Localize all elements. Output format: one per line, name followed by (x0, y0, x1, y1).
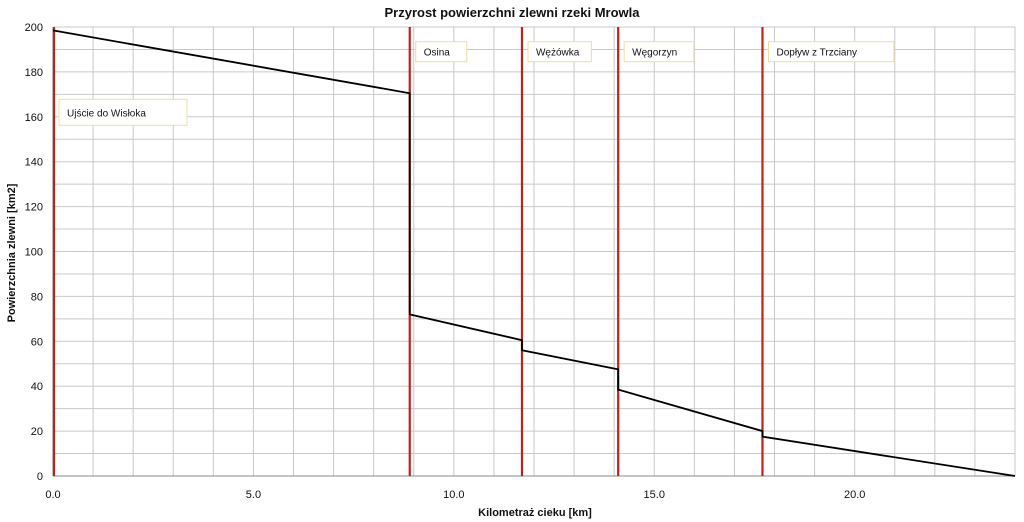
x-tick-label: 20.0 (844, 489, 865, 501)
x-tick-label: 0.0 (45, 489, 60, 501)
y-tick-label: 80 (31, 291, 43, 303)
tick-labels: 0 20 40 60 80 100 120 140 160 180 200 0.0 5.0 10.0 15.… (25, 22, 866, 501)
marker-label-box (527, 41, 592, 63)
x-tick-label: 15.0 (644, 489, 665, 501)
marker-label-box (58, 98, 188, 126)
x-tick-label: 5.0 (246, 489, 261, 501)
marker-label-text: Węgorzyn (632, 48, 677, 59)
series-line (52, 29, 1016, 477)
y-tick-label: 120 (25, 202, 43, 214)
y-tick-label: 200 (25, 22, 43, 34)
marker-label-box (767, 41, 895, 63)
marker-label: Ujście do Wisłoka (58, 98, 188, 126)
marker-label-box (623, 41, 695, 63)
y-tick-label: 0 (37, 471, 43, 483)
y-tick-label: 100 (25, 247, 43, 259)
x-axis-title: Kilometraż cieku [km] (478, 507, 592, 519)
y-tick-label: 20 (31, 426, 43, 438)
chart-title: Przyrost powierzchni zlewni rzeki Mrowla (384, 5, 640, 20)
marker-label: Dopływ z Trzciany (767, 41, 895, 63)
y-tick-label: 40 (31, 381, 43, 393)
y-tick-label: 140 (25, 157, 43, 169)
marker-label-text: Wężówka (536, 48, 580, 59)
series (52, 29, 1016, 477)
y-tick-label: 160 (25, 112, 43, 124)
annotations: Ujście do Wisłoka Osina Wężówka Węgorzyn Dop… (58, 41, 895, 126)
marker-label-box (415, 41, 468, 63)
marker-label-text: Osina (424, 48, 451, 59)
marker-label: Osina (415, 41, 468, 63)
grid (53, 26, 1016, 476)
marker-label-text: Ujście do Wisłoka (67, 108, 146, 119)
marker-label-text: Dopływ z Trzciany (776, 48, 857, 59)
marker-label: Wężówka (527, 41, 592, 63)
marker-label: Węgorzyn (623, 41, 695, 63)
y-tick-label: 180 (25, 67, 43, 79)
x-tick-label: 10.0 (443, 489, 464, 501)
y-axis-title: Powierzchnia zlewni [km2] (6, 183, 18, 322)
y-tick-label: 60 (31, 336, 43, 348)
